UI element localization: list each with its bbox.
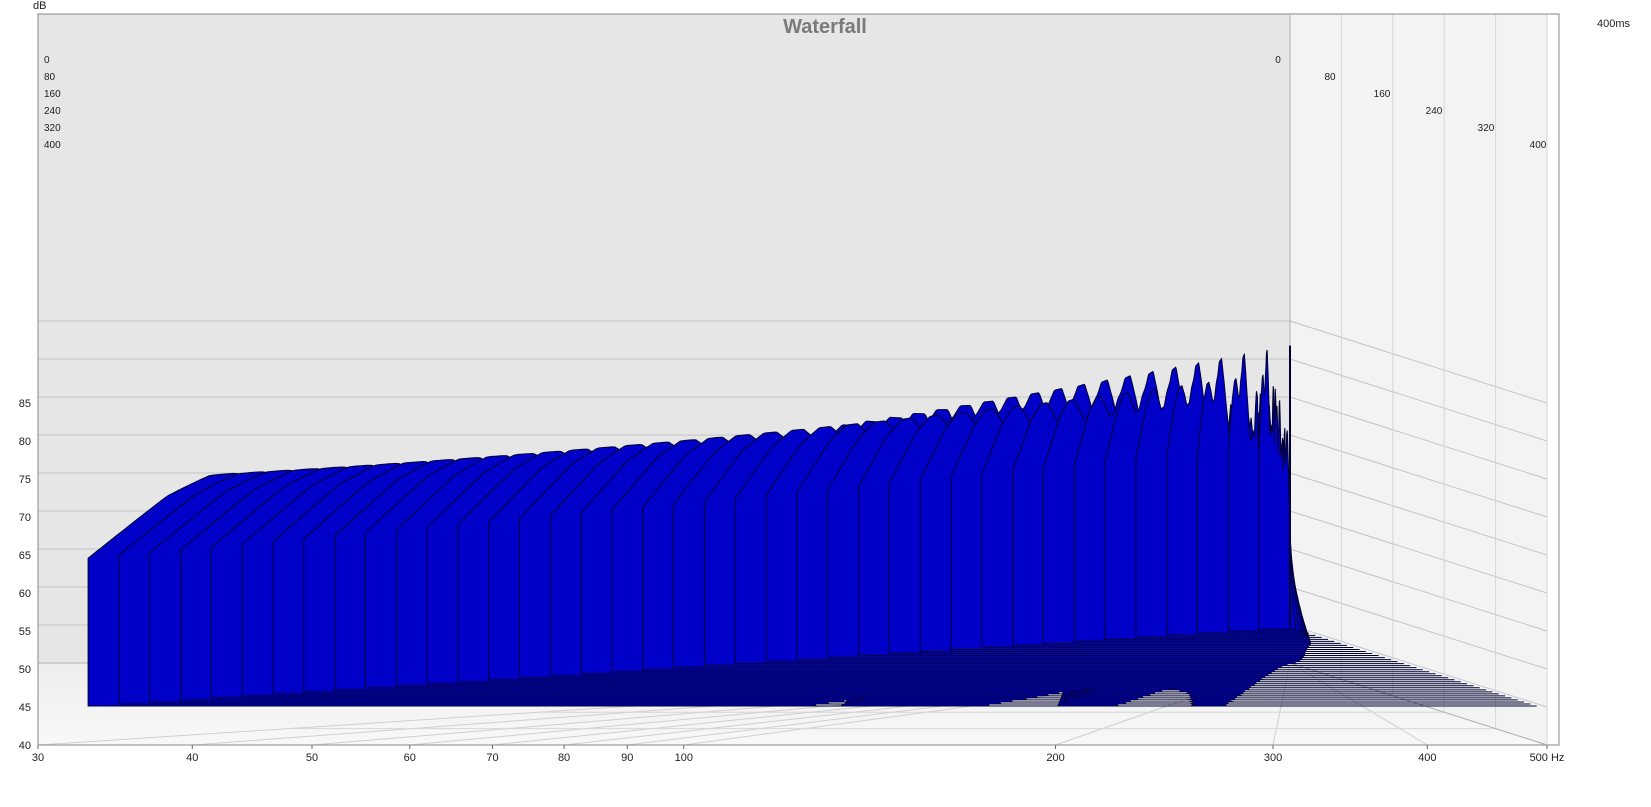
time-tick-label-left-text: 240	[44, 106, 61, 117]
time-tick-label-side: 400	[1530, 140, 1547, 151]
time-tick-label-left-text: 160	[44, 89, 61, 100]
time-tick-label-left-text: 400	[44, 140, 61, 151]
chart-title: Waterfall	[783, 16, 867, 38]
time-tick-label-side-text: 240	[1426, 106, 1443, 117]
grid-line-db-side	[1289, 624, 1548, 708]
grid-line-db-side	[1289, 510, 1548, 594]
grid-line-db-side	[1289, 548, 1548, 632]
x-tick-label: 90	[621, 752, 633, 764]
time-tick-label-side-text: 160	[1374, 89, 1391, 100]
grid-line-db-side	[1289, 396, 1548, 480]
x-tick-label: 400	[1418, 752, 1436, 764]
time-tick-label-side-text: 400	[1530, 140, 1547, 151]
time-tick-label-left-text: 80	[44, 72, 56, 83]
y-axis-unit-label: dB	[33, 0, 46, 12]
grid-line-db-side	[1289, 586, 1548, 670]
y-tick-label: 75	[19, 474, 31, 486]
y-tick-label: 50	[19, 664, 31, 676]
y-tick-label: 85	[19, 398, 31, 410]
x-tick-label: 300	[1264, 752, 1282, 764]
y-tick-label: 80	[19, 436, 31, 448]
x-tick-label: 30	[32, 752, 44, 764]
grid-line-db-side	[1289, 434, 1548, 518]
grid-line-db-side	[1289, 472, 1548, 556]
x-tick-label: 100	[675, 752, 693, 764]
grid-line-db-side	[1289, 358, 1548, 442]
time-tick-label-left: 240	[44, 106, 61, 117]
y-tick-label: 65	[19, 550, 31, 562]
time-tick-label-left: 0	[44, 55, 50, 66]
plot-frame	[37, 13, 1560, 746]
time-tick-label-left: 400	[44, 140, 61, 151]
x-tick-label: 50	[306, 752, 318, 764]
x-tick-label: 60	[404, 752, 416, 764]
y-tick-label: 60	[19, 588, 31, 600]
x-tick-label: 200	[1046, 752, 1064, 764]
time-tick-label-side: 240	[1426, 106, 1443, 117]
time-tick-label-left: 160	[44, 89, 61, 100]
x-tick-label: 40	[186, 752, 198, 764]
time-tick-label-side-text: 0	[1275, 55, 1281, 66]
time-tick-label-left: 320	[44, 123, 61, 134]
y-tick-label: 45	[19, 702, 31, 714]
x-tick-label: 80	[558, 752, 570, 764]
y-tick-label: 55	[19, 626, 31, 638]
y-tick-label: 70	[19, 512, 31, 524]
x-tick-label: 500 Hz	[1530, 752, 1565, 764]
time-tick-label-side-text: 80	[1324, 72, 1336, 83]
side-wall	[1290, 14, 1547, 745]
time-axis-max-label: 400ms	[1597, 18, 1631, 30]
time-tick-label-left: 80	[44, 72, 56, 83]
time-tick-label-side: 320	[1478, 123, 1495, 134]
grid-line-db-side	[1289, 320, 1548, 404]
time-tick-label-side-text: 320	[1478, 123, 1495, 134]
time-tick-label-side: 0	[1275, 55, 1281, 66]
time-tick-label-side: 80	[1324, 72, 1336, 83]
time-tick-label-left-text: 0	[44, 55, 50, 66]
y-tick-label: 40	[19, 740, 31, 752]
time-tick-label-side: 160	[1374, 89, 1391, 100]
time-tick-label-left-text: 320	[44, 123, 61, 134]
x-tick-label: 70	[486, 752, 498, 764]
